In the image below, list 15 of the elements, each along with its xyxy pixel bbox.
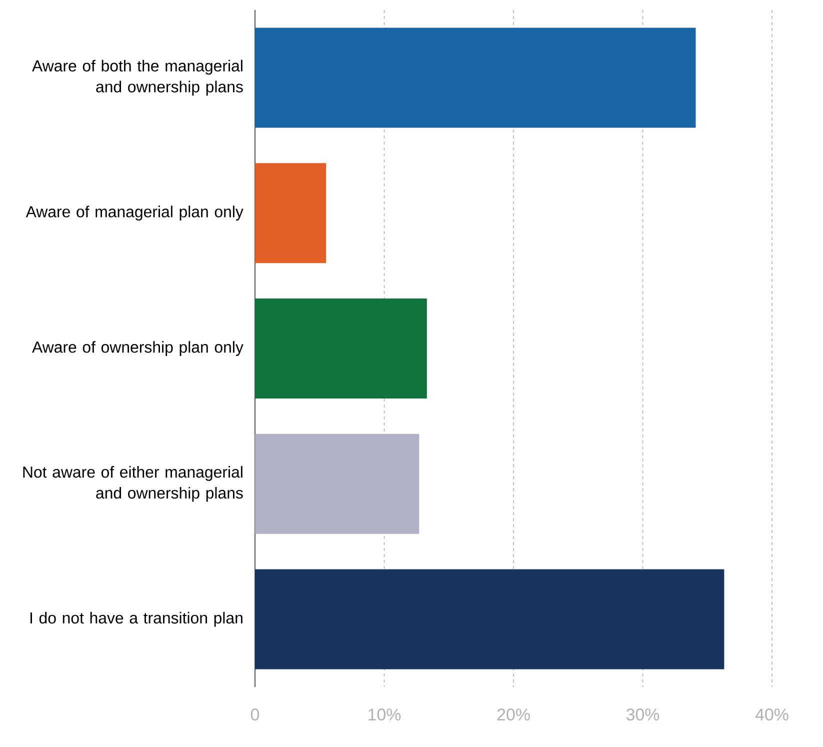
x-tick-label: 30% xyxy=(626,708,660,721)
bar xyxy=(255,163,326,264)
bar xyxy=(255,569,724,670)
y-tick-label: Aware of both the managerial and ownership plans xyxy=(32,60,243,96)
bar xyxy=(255,298,427,399)
y-tick-label: Aware of ownership plan only xyxy=(32,341,244,356)
y-tick-label: Aware of managerial plan only xyxy=(26,206,244,221)
x-tick-label: 10% xyxy=(368,708,401,721)
y-tick-label: I do not have a transition plan xyxy=(30,612,242,627)
y-tick-label: Not aware of either managerial and ownership plans xyxy=(23,466,243,502)
x-tick-label: 0 xyxy=(250,708,260,721)
x-tick-label: 20% xyxy=(497,708,530,721)
bar xyxy=(255,28,696,128)
bar xyxy=(255,434,420,534)
x-tick-label: 40% xyxy=(755,708,788,721)
